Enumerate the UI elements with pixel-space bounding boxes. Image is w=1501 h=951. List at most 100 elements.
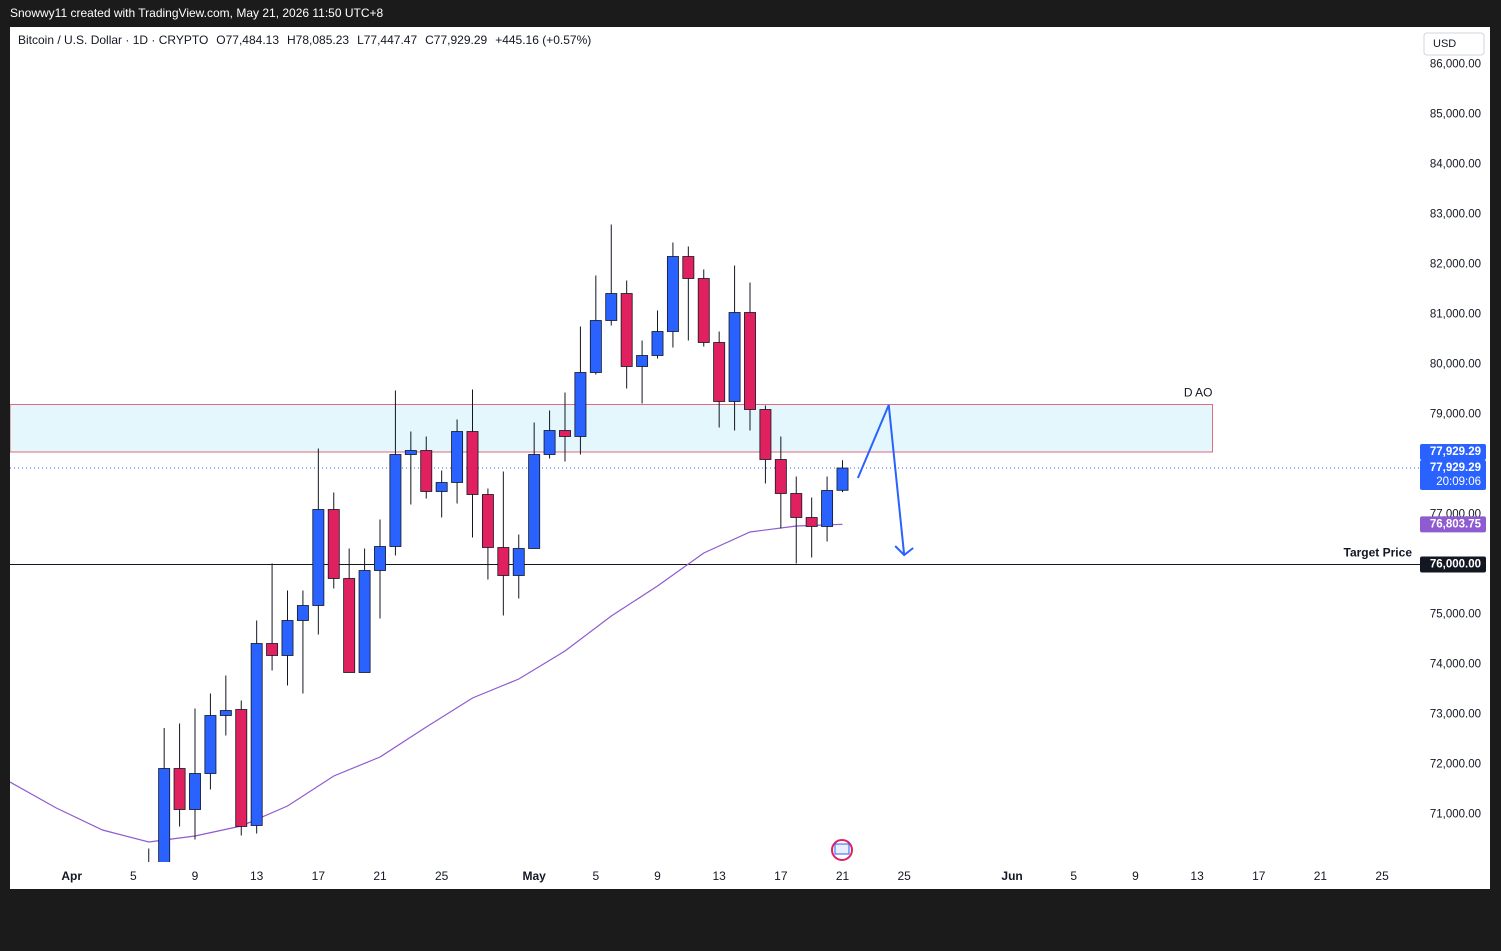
candle-body bbox=[481, 494, 494, 548]
price-tag-label: 77,929.29 bbox=[1430, 462, 1481, 474]
candle-body bbox=[266, 643, 279, 656]
x-tick-label: 5 bbox=[592, 869, 599, 883]
candle-body bbox=[219, 710, 232, 716]
candle-body bbox=[358, 570, 371, 673]
candle-body bbox=[204, 715, 217, 774]
y-tick-label: 85,000.00 bbox=[1430, 109, 1481, 121]
x-tick-label: 21 bbox=[836, 869, 850, 883]
y-tick-label: 83,000.00 bbox=[1430, 209, 1481, 221]
y-tick-label: 72,000.00 bbox=[1430, 759, 1481, 771]
legend: Bitcoin / U.S. Dollar · 1D · CRYPTO O77,4… bbox=[18, 33, 591, 47]
candle-body bbox=[528, 454, 541, 549]
candle-body bbox=[666, 256, 679, 332]
y-tick-label: 86,000.00 bbox=[1430, 59, 1481, 71]
x-tick-label: 17 bbox=[1252, 869, 1266, 883]
y-tick-label: 79,000.00 bbox=[1430, 409, 1481, 421]
x-tick-label: 5 bbox=[130, 869, 137, 883]
candle-body bbox=[451, 431, 464, 483]
candle-body bbox=[512, 548, 525, 576]
candle-body bbox=[759, 409, 772, 460]
candle-body bbox=[636, 355, 649, 367]
x-tick-label: 13 bbox=[1190, 869, 1204, 883]
candle-body bbox=[589, 320, 602, 373]
event-flag bbox=[834, 843, 850, 855]
candle-body bbox=[158, 768, 171, 862]
x-tick-label: 21 bbox=[1314, 869, 1328, 883]
candle-body bbox=[728, 312, 741, 402]
x-tick-label: Apr bbox=[61, 869, 82, 883]
candle-body bbox=[821, 490, 834, 527]
projection-path bbox=[856, 404, 906, 556]
candle-body bbox=[235, 709, 248, 827]
x-tick-label: 13 bbox=[712, 869, 726, 883]
moving-average bbox=[10, 523, 843, 843]
candle-body bbox=[374, 546, 386, 571]
x-tick-label: 25 bbox=[435, 869, 449, 883]
price-tag bbox=[1420, 444, 1486, 461]
currency: USD bbox=[1433, 38, 1456, 50]
symbol-legend: Bitcoin / U.S. Dollar · 1D · CRYPTO O77,4… bbox=[18, 33, 591, 47]
price-tag bbox=[1420, 460, 1486, 491]
y-tick-label: 75,000.00 bbox=[1430, 609, 1481, 621]
candle-body bbox=[173, 768, 186, 810]
currency-box[interactable] bbox=[1423, 32, 1485, 56]
candle-body bbox=[327, 509, 340, 579]
x-tick-label: 9 bbox=[654, 869, 661, 883]
candle-body bbox=[250, 643, 263, 826]
y-tick-label: 80,000.00 bbox=[1430, 359, 1481, 371]
candle-body bbox=[620, 293, 633, 367]
y-tick-label: 81,000.00 bbox=[1430, 309, 1481, 321]
candle-body bbox=[343, 578, 356, 673]
candle-body bbox=[404, 450, 417, 455]
price-tag-label: 76,803.75 bbox=[1430, 518, 1482, 530]
y-tick-label: 71,000.00 bbox=[1430, 809, 1481, 821]
attribution: Snowwy11 created with TradingView.com, M… bbox=[10, 6, 384, 20]
candle-body bbox=[389, 454, 402, 547]
chart-area bbox=[10, 27, 1490, 889]
plot bbox=[10, 224, 1420, 862]
legend-item: +445.16 (+0.57%) bbox=[495, 33, 591, 47]
candle-body bbox=[574, 372, 587, 437]
x-tick-label: 9 bbox=[1132, 869, 1139, 883]
candle-body bbox=[497, 547, 510, 576]
x-tick-label: 13 bbox=[250, 869, 264, 883]
x-tick-label: Jun bbox=[1001, 869, 1022, 883]
candle-body bbox=[605, 293, 618, 321]
candle-body bbox=[836, 467, 849, 491]
candle-body bbox=[559, 430, 571, 437]
candle-body bbox=[697, 278, 710, 343]
y-tick-label: 73,000.00 bbox=[1430, 709, 1481, 721]
projection-arrowhead bbox=[894, 545, 914, 557]
x-tick-label: 5 bbox=[1070, 869, 1077, 883]
candle-body bbox=[281, 620, 294, 656]
price-tag-label: 76,000.00 bbox=[1430, 559, 1481, 571]
y-tick-label: 84,000.00 bbox=[1430, 159, 1481, 171]
x-tick-label: 21 bbox=[373, 869, 387, 883]
candle-body bbox=[312, 509, 325, 606]
candle-body bbox=[466, 431, 479, 495]
supply-zone bbox=[10, 404, 1213, 453]
target-label: Target Price bbox=[1344, 546, 1413, 560]
zone-label: D AO bbox=[1184, 386, 1213, 400]
candle-body bbox=[713, 342, 726, 402]
price-tag bbox=[1420, 516, 1486, 533]
countdown: 20:09:06 bbox=[1436, 476, 1481, 488]
price-tag bbox=[1420, 556, 1486, 573]
y-tick-label: 74,000.00 bbox=[1430, 659, 1481, 671]
legend-item: H78,085.23 bbox=[287, 33, 349, 47]
candle-body bbox=[651, 331, 664, 356]
y-tick-label: 82,000.00 bbox=[1430, 259, 1481, 271]
x-tick-label: May bbox=[522, 869, 546, 883]
legend-item: Bitcoin / U.S. Dollar · 1D · CRYPTO bbox=[18, 33, 208, 47]
candle-body bbox=[790, 493, 803, 518]
candle-body bbox=[744, 312, 756, 410]
legend-item: C77,929.29 bbox=[425, 33, 487, 47]
price-tag-label: 77,929.29 bbox=[1430, 446, 1481, 458]
candle-body bbox=[682, 256, 695, 279]
candle-body bbox=[435, 482, 448, 492]
candle-body bbox=[420, 450, 433, 492]
x-tick-label: 17 bbox=[312, 869, 326, 883]
candle-body bbox=[189, 773, 201, 810]
